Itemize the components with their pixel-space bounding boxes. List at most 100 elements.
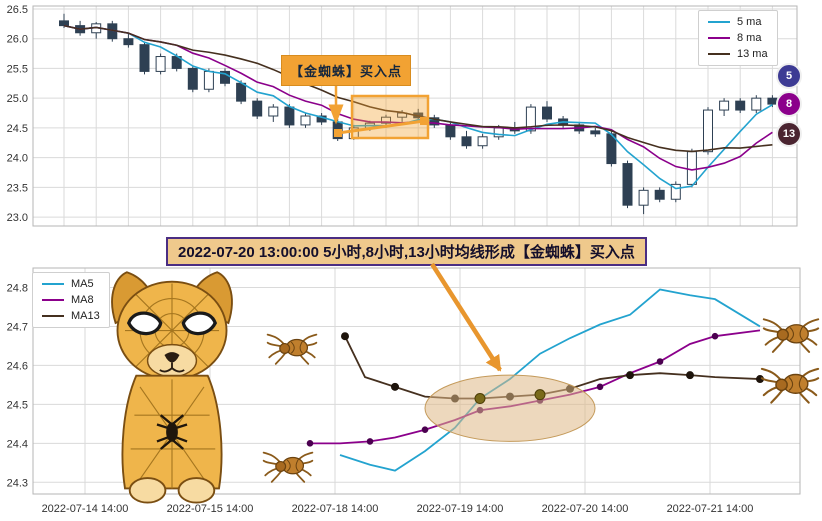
candle xyxy=(187,67,198,90)
spider-icon-left-top xyxy=(266,326,318,366)
mask-eye-right xyxy=(181,311,218,336)
legend-item-ma13: MA13 xyxy=(42,310,100,322)
ma8-marker xyxy=(421,426,429,434)
ma-5-line xyxy=(63,24,773,190)
ma-13-line xyxy=(63,24,773,153)
dog-mouth xyxy=(159,362,185,373)
candle xyxy=(493,127,504,138)
y-axis-tick-label: 24.5 xyxy=(7,123,28,135)
candle xyxy=(590,130,601,135)
candle xyxy=(123,38,134,46)
dog-paw-right xyxy=(177,477,216,504)
y-axis-tick-label: 24.8 xyxy=(7,282,28,294)
ma8-marker xyxy=(711,332,719,340)
5ma-label: 5 ma xyxy=(737,16,762,28)
y-axis-tick-label: 26.0 xyxy=(7,34,28,46)
y-axis-tick-label: 24.3 xyxy=(7,477,28,489)
candlestick-chart: 23.0 23.5 24.0 24.5 25.0 25.5 26.0 26.5 xyxy=(7,4,798,227)
top-chart-plot: 23.0 23.5 24.0 24.5 25.0 25.5 26.0 26.5 xyxy=(7,4,798,227)
x-axis-tick-label: 2022-07-14 14:00 xyxy=(42,503,129,515)
ma8-badge: 8 xyxy=(776,91,802,117)
candle xyxy=(284,106,295,126)
ma13-label: MA13 xyxy=(71,310,100,322)
ma13-marker xyxy=(756,375,764,384)
ma5-badge: 5 xyxy=(776,63,802,89)
legend-item-13ma: 13 ma xyxy=(708,48,768,60)
ma13-marker xyxy=(626,371,634,380)
golden-spider-connector-line xyxy=(337,119,425,135)
ma8-marker xyxy=(596,383,604,391)
candle xyxy=(220,70,230,84)
legend-item-ma5: MA5 xyxy=(42,278,100,290)
candle xyxy=(429,117,440,126)
ma5-line xyxy=(339,288,761,472)
y-axis-tick-label: 24.0 xyxy=(7,153,28,165)
plot-border xyxy=(32,5,798,227)
x-axis-tick-label: 2022-07-21 14:00 xyxy=(667,503,754,515)
8ma-line-swatch xyxy=(708,37,730,39)
candle xyxy=(381,116,391,124)
candle xyxy=(735,100,746,111)
candle xyxy=(445,124,456,138)
spider-icon-right-top xyxy=(762,310,820,354)
candle xyxy=(525,106,536,132)
candle xyxy=(703,109,713,153)
ma8-marker xyxy=(366,438,374,445)
candle xyxy=(542,106,552,120)
candlesticks xyxy=(59,13,778,215)
ma13-marker xyxy=(686,371,694,380)
y-axis-tick-label: 24.7 xyxy=(7,321,28,333)
candle xyxy=(686,151,697,185)
dog-paw-left xyxy=(128,477,167,504)
bottom-chart-legend: MA5 MA8 MA13 xyxy=(32,272,110,328)
8ma-label: 8 ma xyxy=(737,32,762,44)
ma13-marker xyxy=(391,382,399,391)
candle xyxy=(719,100,730,111)
candle xyxy=(477,136,488,147)
spider-dog-image xyxy=(111,271,233,504)
13ma-label: 13 ma xyxy=(737,48,768,60)
candle xyxy=(59,20,69,27)
buy-point-callout: 【金蜘蛛】买入点 xyxy=(281,55,412,86)
top-chart-legend: 5 ma 8 ma 13 ma xyxy=(698,10,778,66)
y-axis-tick-label: 24.4 xyxy=(7,438,28,450)
ma5-line-swatch xyxy=(42,283,64,285)
5ma-line-swatch xyxy=(708,21,730,23)
buy-marker-left xyxy=(334,129,342,137)
x-axis-tick-label: 2022-07-18 14:00 xyxy=(292,503,379,515)
ma8-line-swatch xyxy=(42,299,64,301)
golden-spider-cross-point xyxy=(474,393,486,405)
ma8-marker xyxy=(656,358,664,365)
candle xyxy=(751,97,762,111)
13ma-line-swatch xyxy=(708,53,730,55)
spider-icon-right-bottom xyxy=(760,358,820,406)
candle xyxy=(638,189,649,206)
candle xyxy=(155,56,166,72)
y-axis-tick-label: 25.5 xyxy=(7,63,28,75)
x-axis-tick-label: 2022-07-15 14:00 xyxy=(167,503,254,515)
y-axis-tick-label: 23.0 xyxy=(7,212,28,224)
chest-spider-emblem xyxy=(156,414,188,450)
candle xyxy=(203,70,214,90)
golden-spider-highlight-rect xyxy=(350,94,430,140)
ma13-line-swatch xyxy=(42,315,64,317)
ma13-marker xyxy=(341,332,349,341)
head-web-pattern xyxy=(125,283,219,378)
ma5-label: MA5 xyxy=(71,278,94,290)
legend-item-5ma: 5 ma xyxy=(708,16,768,28)
y-axis-tick-label: 23.5 xyxy=(7,182,28,194)
golden-spider-cross-point xyxy=(534,389,546,401)
x-axis-tick-label: 2022-07-19 14:00 xyxy=(417,503,504,515)
ma8-marker xyxy=(306,440,314,447)
y-axis-tick-label: 26.5 xyxy=(7,4,28,16)
candle xyxy=(236,82,247,102)
mask-eye-left xyxy=(126,311,163,336)
candle xyxy=(252,100,263,117)
legend-item-8ma: 8 ma xyxy=(708,32,768,44)
candle xyxy=(670,183,681,200)
y-axis-tick-label: 24.6 xyxy=(7,360,28,372)
x-axis-tick-label: 2022-07-20 14:00 xyxy=(542,503,629,515)
y-axis-tick-label: 25.0 xyxy=(7,93,28,105)
signal-annotation: 2022-07-20 13:00:00 5小时,8小时,13小时均线形成【金蜘蛛… xyxy=(166,237,647,266)
